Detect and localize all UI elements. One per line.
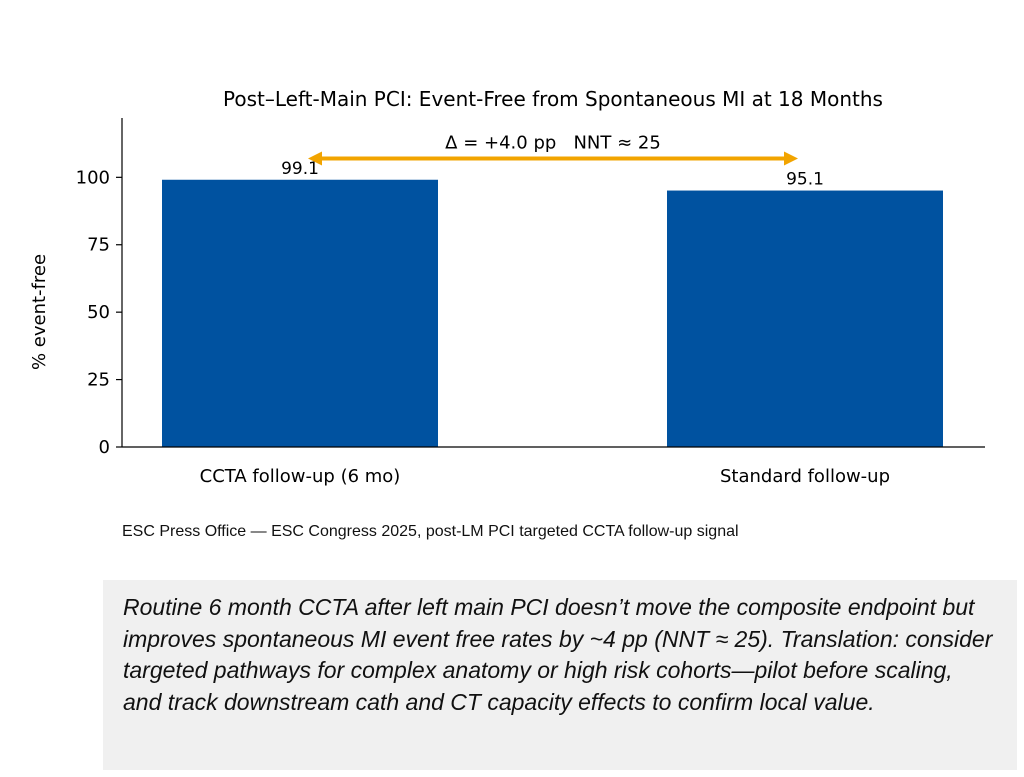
y-tick-label: 25 (87, 370, 110, 391)
y-tick-label: 100 (76, 167, 110, 188)
bar-value-label: 95.1 (786, 170, 824, 190)
bar-value-label: 99.1 (281, 159, 319, 179)
y-axis-label: % event-free (29, 254, 50, 370)
commentary-note: Routine 6 month CCTA after left main PCI… (103, 580, 1017, 770)
arrow-head-right (784, 151, 798, 166)
y-tick-label: 50 (87, 302, 110, 323)
bar (667, 190, 943, 447)
x-tick-label: CCTA follow-up (6 mo) (200, 466, 401, 487)
y-tick-label: 0 (99, 437, 110, 458)
bar (162, 179, 438, 447)
x-tick-label: Standard follow-up (720, 466, 890, 487)
arrow-head-left (308, 151, 322, 166)
y-tick-label: 75 (87, 235, 110, 256)
difference-annotation: Δ = +4.0 pp NNT ≈ 25 (445, 132, 661, 153)
chart-title: Post–Left-Main PCI: Event-Free from Spon… (223, 87, 883, 111)
source-caption: ESC Press Office — ESC Congress 2025, po… (122, 523, 739, 540)
